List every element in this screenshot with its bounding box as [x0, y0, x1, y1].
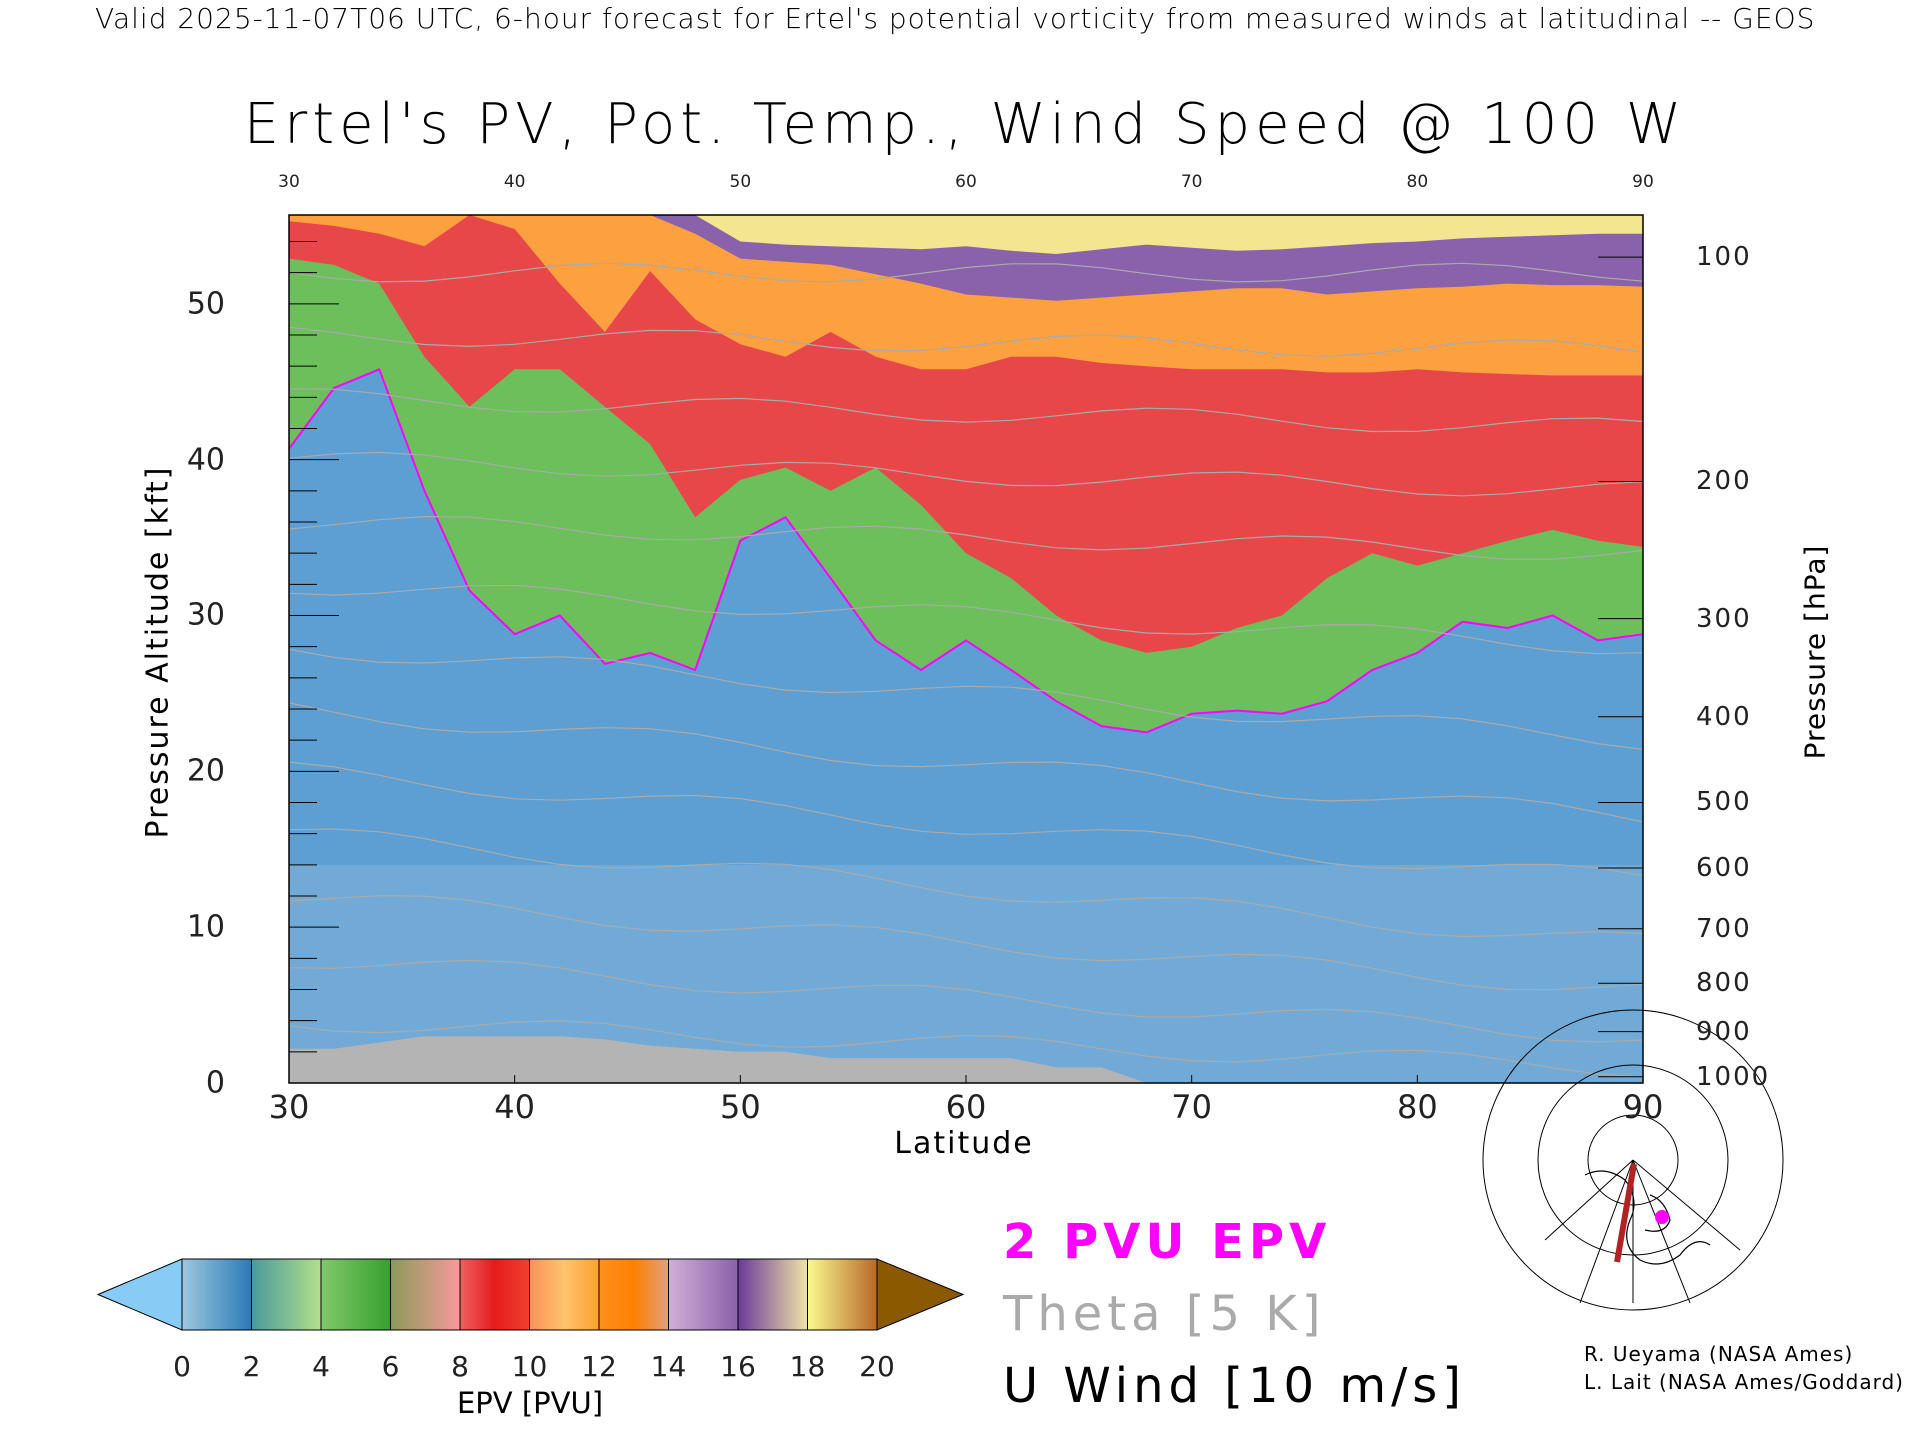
- map-graticule: [1482, 1009, 1784, 1311]
- pv-2pvu-contour: [289, 367, 1643, 734]
- y-axis-label: Pressure Altitude [kft]: [140, 465, 176, 839]
- theta-contour: [289, 1020, 1643, 1078]
- theta-contour: [289, 895, 1643, 991]
- colorbar-tick-label: 20: [859, 1350, 895, 1383]
- colorbar-over-arrow: [876, 1258, 965, 1331]
- colorbar-tick-label: 0: [173, 1350, 191, 1383]
- colorbar-tick-label: 2: [242, 1350, 261, 1383]
- pressure-tick-label: 300: [1696, 603, 1752, 634]
- colorbar-segment: [251, 1258, 322, 1331]
- colorbar-tick-label: 18: [789, 1350, 826, 1383]
- colorbar-tick-label: 8: [451, 1350, 469, 1383]
- colorbar-segment: [529, 1258, 600, 1331]
- x-tick-label: 70: [1171, 1088, 1213, 1126]
- pressure-axis-label: Pressure [hPa]: [1798, 544, 1832, 760]
- location-marker: [1655, 1210, 1669, 1224]
- theta-contour: [289, 959, 1643, 1043]
- colorbar-segment: [390, 1258, 461, 1331]
- pressure-tick-label: 100: [1696, 242, 1752, 273]
- colorbar: [96, 1258, 965, 1331]
- pressure-tick-label: 700: [1696, 913, 1752, 944]
- pressure-tick-label: 400: [1696, 701, 1752, 732]
- theta-contour: [289, 702, 1643, 823]
- theta-contour: [289, 828, 1643, 938]
- colorbar-segment: [459, 1258, 530, 1331]
- colorbar-segment: [737, 1258, 808, 1331]
- colorbar-segment: [181, 1258, 252, 1331]
- colorbar-tick-label: 6: [381, 1350, 400, 1383]
- top-x-tick-label: 80: [1406, 172, 1429, 192]
- pv-band-5: [289, 215, 1643, 254]
- colorbar-segment: [807, 1258, 878, 1331]
- pressure-tick-label: 600: [1696, 852, 1752, 883]
- colorbar-segment: [598, 1258, 669, 1331]
- top-x-tick-label: 90: [1632, 172, 1654, 192]
- top-x-tick-label: 60: [955, 172, 977, 192]
- x-tick-label: 30: [268, 1088, 310, 1126]
- colorbar-segment: [668, 1258, 739, 1331]
- colorbar-tick-label: 12: [581, 1350, 617, 1383]
- colorbar-tick-label: 16: [720, 1350, 756, 1383]
- colorbar-under-arrow: [96, 1258, 183, 1331]
- map-background: [1545, 1155, 1740, 1303]
- colorbar-label: EPV [PVU]: [456, 1386, 604, 1420]
- credit-line-1: R. Ueyama (NASA Ames): [1584, 1342, 1854, 1366]
- x-tick-label: 50: [719, 1088, 761, 1126]
- y-tick-label: 0: [205, 1065, 225, 1101]
- chart-title: Ertel's PV, Pot. Temp., Wind Speed @ 100…: [243, 92, 1687, 157]
- axis-ticks: [288, 240, 1644, 1084]
- y-tick-label: 20: [186, 753, 225, 789]
- supertitle: Valid 2025-11-07T06 UTC, 6-hour forecast…: [95, 2, 1816, 35]
- top-x-tick-label: 50: [729, 172, 752, 192]
- theta-contour: [289, 584, 1643, 655]
- credit-line-2: L. Lait (NASA Ames/Goddard): [1584, 1370, 1904, 1394]
- theta-contour: [289, 326, 1643, 357]
- terrain: [289, 1036, 1643, 1083]
- legend-theta: Theta [5 K]: [1003, 1286, 1326, 1342]
- location-map: [1482, 1009, 1784, 1311]
- x-tick-label: 90: [1622, 1088, 1664, 1126]
- colorbar-tick-label: 4: [312, 1350, 330, 1383]
- pressure-tick-label: 1000: [1696, 1061, 1771, 1092]
- pressure-tick-label: 200: [1696, 466, 1752, 497]
- top-x-tick-label: 40: [503, 172, 526, 192]
- colorbar-segment: [320, 1258, 391, 1331]
- x-axis-label: Latitude: [894, 1126, 1034, 1161]
- theta-contour: [289, 648, 1643, 750]
- theta-contour: [289, 761, 1643, 877]
- top-x-tick-label: 70: [1180, 172, 1203, 192]
- pressure-tick-label: 500: [1696, 787, 1752, 818]
- y-tick-label: 50: [186, 286, 225, 322]
- x-tick-label: 60: [945, 1088, 987, 1126]
- cross-section-track: [1614, 1163, 1637, 1263]
- theta-contour: [289, 451, 1643, 497]
- colorbar-tick-label: 14: [650, 1350, 687, 1383]
- pv-field: [289, 215, 1643, 1083]
- pressure-tick-label: 900: [1696, 1016, 1752, 1047]
- x-tick-label: 80: [1396, 1088, 1438, 1126]
- top-x-tick-label: 30: [278, 172, 300, 192]
- colorbar-tick-label: 10: [511, 1350, 548, 1383]
- legend-u-wind: U Wind [10 m/s]: [1003, 1358, 1467, 1414]
- legend-pv-contour: 2 PVU EPV: [1003, 1214, 1332, 1270]
- y-tick-label: 10: [186, 909, 225, 945]
- pressure-tick-label: 800: [1696, 968, 1752, 999]
- map-coastlines: [1584, 1170, 1711, 1265]
- theta-contour: [289, 388, 1643, 433]
- theta-contour: [289, 515, 1643, 560]
- y-tick-label: 40: [186, 442, 225, 478]
- x-tick-label: 40: [494, 1088, 536, 1126]
- theta-contour: [289, 262, 1643, 283]
- y-tick-label: 30: [186, 597, 225, 633]
